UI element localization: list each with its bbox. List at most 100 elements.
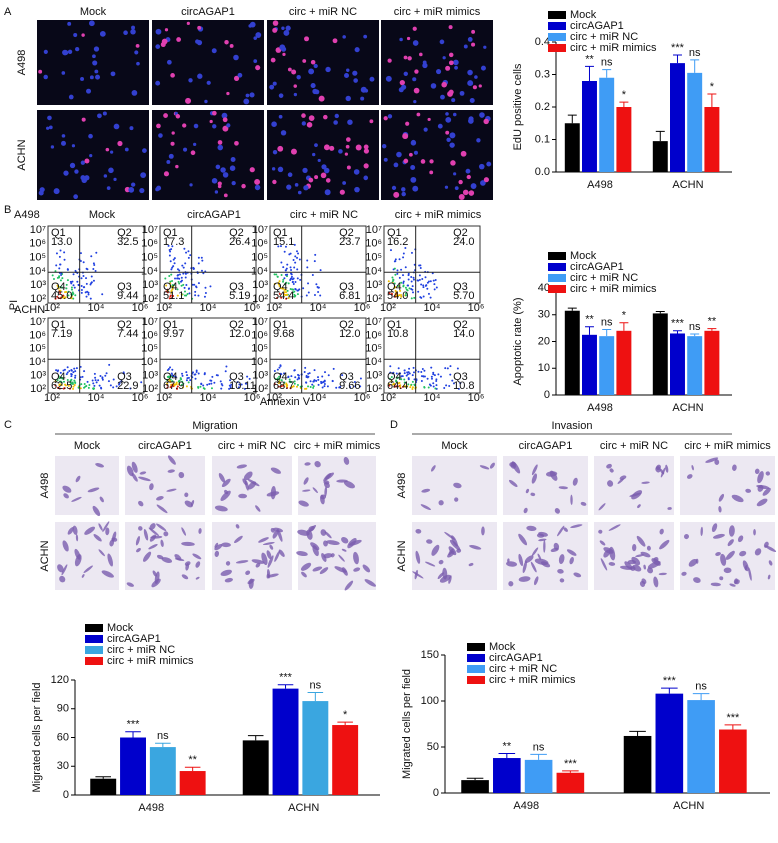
cell-nucleus	[254, 184, 261, 191]
significance: **	[503, 740, 512, 752]
cell	[323, 482, 330, 488]
flow-event	[206, 383, 209, 386]
cell	[320, 529, 327, 536]
flow-event	[402, 252, 405, 255]
cell-nucleus	[410, 176, 417, 183]
flow-event	[72, 385, 75, 388]
quadrant-name: Q1	[163, 227, 178, 239]
cell-nucleus	[422, 62, 428, 69]
flow-event	[80, 291, 83, 294]
flow-event	[349, 386, 352, 389]
cell-nucleus	[86, 88, 92, 94]
flow-event	[430, 377, 433, 380]
cell-nucleus	[48, 125, 53, 130]
cell	[92, 505, 101, 517]
cell-nucleus	[110, 71, 116, 77]
flow-event	[197, 372, 200, 375]
error-bar	[672, 330, 682, 334]
flow-event	[387, 382, 390, 385]
flow-event	[58, 255, 61, 258]
flow-event	[82, 286, 85, 289]
flow-event	[283, 277, 286, 280]
panel-label: C	[4, 419, 12, 431]
column-header: Mock	[89, 209, 116, 221]
error-bar	[567, 307, 577, 311]
flow-event	[413, 378, 416, 381]
cell-nucleus	[354, 186, 360, 193]
cell-nucleus	[67, 49, 73, 54]
flow-event	[70, 286, 73, 289]
flow-event	[398, 381, 401, 384]
flow-event	[70, 378, 73, 381]
quadrant-value: 51.1	[163, 290, 184, 302]
flow-event	[305, 376, 308, 379]
cell-nucleus	[217, 181, 222, 186]
flow-tick: 10⁴	[29, 265, 46, 277]
cell	[426, 539, 433, 544]
flow-event	[59, 249, 62, 252]
cell	[266, 573, 270, 579]
cell	[75, 534, 79, 542]
flow-event	[184, 262, 187, 265]
flow-event	[73, 383, 76, 386]
cell	[768, 560, 773, 566]
flow-event	[396, 377, 399, 380]
flow-event	[54, 384, 57, 387]
cell-nucleus	[383, 116, 388, 121]
cell-nucleus	[222, 172, 229, 178]
flow-event	[420, 379, 423, 382]
cell-nucleus	[437, 123, 443, 129]
flow-event	[183, 290, 186, 293]
cell-nucleus	[427, 117, 431, 122]
row-label: A498	[14, 209, 40, 221]
cell-nucleus	[364, 88, 369, 93]
flow-event	[277, 385, 280, 388]
cell-nucleus	[286, 184, 292, 190]
flow-event	[57, 297, 60, 300]
flow-event	[177, 280, 180, 283]
cell-nucleus	[255, 65, 261, 71]
flow-event	[175, 387, 178, 390]
flow-tick: 10³	[252, 279, 268, 291]
flow-event	[94, 379, 97, 382]
cell-nucleus	[231, 180, 236, 186]
flow-event	[283, 291, 286, 294]
cell-nucleus	[156, 185, 162, 191]
column-header: Mock	[441, 440, 468, 452]
cell-nucleus	[74, 169, 79, 174]
cell-nucleus	[131, 90, 138, 96]
legend-label: circ + miR mimics	[570, 42, 657, 54]
flow-event	[287, 282, 290, 285]
cell	[658, 572, 667, 576]
flow-event	[395, 385, 398, 388]
cell-nucleus	[411, 139, 416, 145]
cell-nucleus	[320, 172, 327, 179]
cell-nucleus	[345, 144, 350, 149]
flow-event	[170, 290, 173, 293]
flow-event	[388, 384, 391, 387]
cell	[686, 474, 693, 479]
cell-nucleus	[108, 167, 114, 174]
flow-event	[297, 252, 300, 255]
flow-event	[406, 373, 409, 376]
flow-tick: 10²	[156, 392, 172, 404]
cell	[156, 496, 164, 501]
cell	[251, 559, 265, 564]
flow-event	[169, 285, 172, 288]
flow-event	[187, 287, 190, 290]
flow-event	[419, 296, 422, 299]
flow-event	[52, 277, 55, 280]
cell	[312, 487, 318, 493]
flow-event	[312, 385, 315, 388]
bar	[120, 737, 146, 795]
bar	[687, 72, 703, 172]
column-header: circAGAP1	[138, 440, 192, 452]
flow-event	[169, 294, 172, 297]
flow-event	[288, 378, 291, 381]
quadrant-name: Q3	[229, 371, 244, 383]
flow-event	[61, 277, 64, 280]
quadrant-name: Q2	[339, 227, 354, 239]
cell	[149, 483, 154, 491]
cell	[138, 526, 143, 531]
flow-event	[178, 277, 181, 280]
